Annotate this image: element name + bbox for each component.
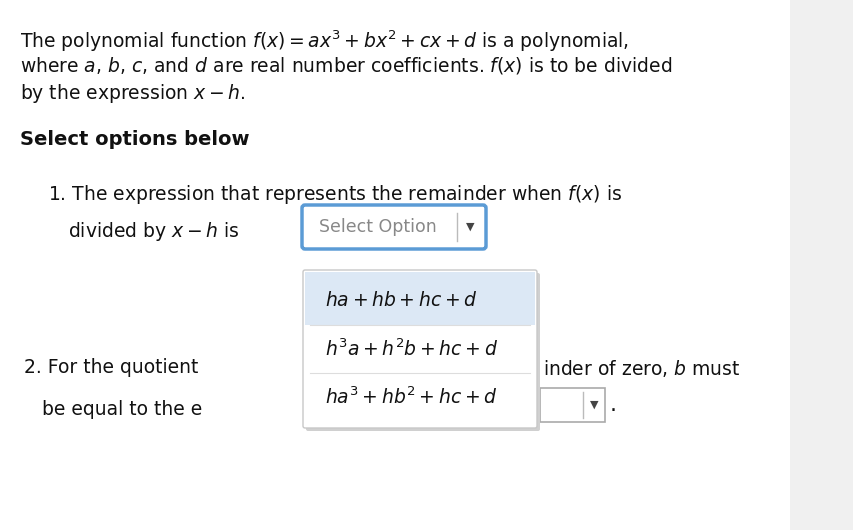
FancyBboxPatch shape — [789, 0, 853, 530]
Text: Select options below: Select options below — [20, 130, 249, 149]
FancyBboxPatch shape — [303, 270, 537, 428]
Text: divided by $x - h$ is: divided by $x - h$ is — [68, 220, 240, 243]
Text: $ha + hb + hc + d$: $ha + hb + hc + d$ — [325, 292, 477, 311]
FancyBboxPatch shape — [305, 273, 539, 431]
FancyBboxPatch shape — [302, 205, 485, 249]
Text: ▼: ▼ — [465, 222, 473, 232]
Text: 2. For the quotient: 2. For the quotient — [24, 358, 198, 377]
Text: by the expression $x - h$.: by the expression $x - h$. — [20, 82, 245, 105]
Text: Select Option: Select Option — [319, 218, 436, 236]
Text: $h^3a + h^2b + hc + d$: $h^3a + h^2b + hc + d$ — [325, 338, 497, 360]
Text: .: . — [609, 395, 616, 415]
FancyBboxPatch shape — [539, 388, 604, 422]
FancyBboxPatch shape — [305, 272, 534, 325]
Text: The polynomial function $f(x) = ax^3 + bx^2 + cx + d$ is a polynomial,: The polynomial function $f(x) = ax^3 + b… — [20, 28, 629, 54]
Text: be equal to the e: be equal to the e — [42, 400, 202, 419]
Text: where $a$, $b$, $c$, and $d$ are real number coefficients. $f(x)$ is to be divid: where $a$, $b$, $c$, and $d$ are real nu… — [20, 55, 671, 76]
Text: ▼: ▼ — [589, 400, 598, 410]
Text: $ha^3 + hb^2 + hc + d$: $ha^3 + hb^2 + hc + d$ — [325, 386, 497, 408]
Text: inder of zero, $b$ must: inder of zero, $b$ must — [543, 358, 740, 379]
Text: 1. The expression that represents the remainder when $f(x)$ is: 1. The expression that represents the re… — [48, 183, 622, 206]
